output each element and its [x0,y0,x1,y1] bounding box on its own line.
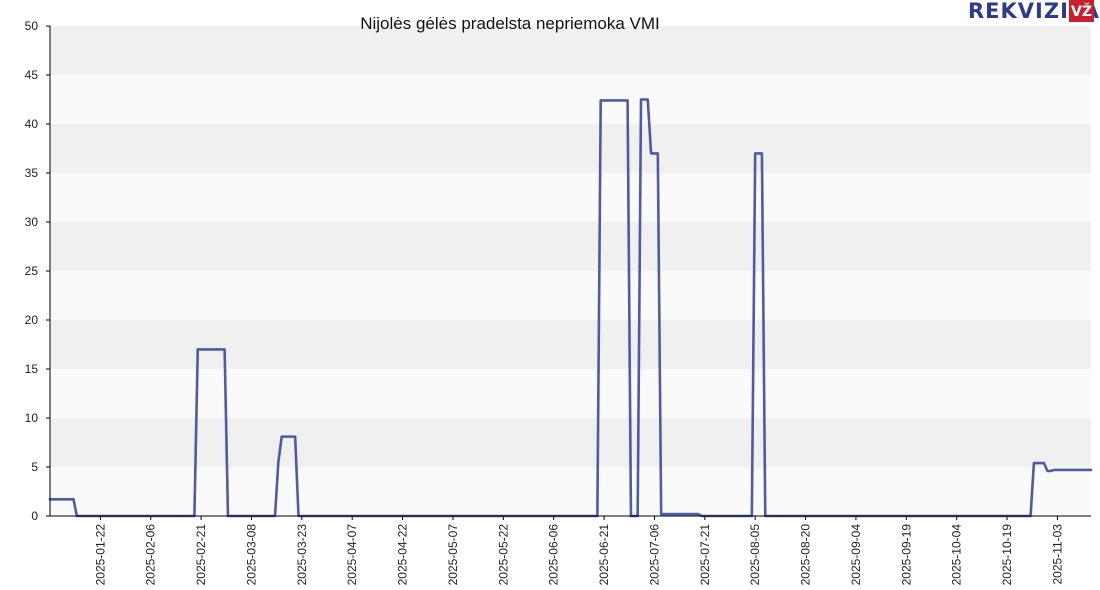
grid-band [50,320,1091,369]
logo-badge-text: VŽ [1071,3,1092,20]
x-tick-label: 2025-02-06 [144,524,158,586]
logo-text: REKVIZITAI [968,0,1100,23]
y-tick-label: 35 [25,166,39,180]
y-tick-label: 20 [25,313,39,327]
y-tick-label: 0 [31,509,38,523]
y-tick-label: 25 [25,264,39,278]
y-tick-label: 10 [25,411,39,425]
x-tick-label: 2025-03-23 [295,524,309,586]
x-tick-label: 2025-10-04 [950,524,964,586]
y-tick-label: 40 [25,117,39,131]
x-tick-label: 2025-04-22 [396,524,410,586]
grid-band [50,173,1091,222]
grid-bands [50,26,1091,516]
chart-title: Nijolės gėlės pradelsta nepriemoka VMI [360,14,660,33]
x-tick-label: 2025-11-03 [1050,524,1064,585]
x-tick-label: 2025-03-08 [244,524,258,586]
x-tick-label: 2025-05-22 [496,524,510,586]
series-layer [48,98,1093,518]
x-tick-label: 2025-08-20 [799,524,813,586]
series-line [48,98,1093,518]
y-tick-label: 15 [25,362,39,376]
y-tick-label: 45 [25,68,39,82]
x-tick-label: 2025-04-07 [345,524,359,586]
x-tick-label: 2025-06-06 [547,524,561,586]
x-tick-label: 2025-07-06 [647,524,661,586]
x-tick-label: 2025-10-19 [1000,524,1014,586]
grid-band [50,369,1091,418]
logo-badge [1069,0,1094,22]
grid-band [50,75,1091,124]
x-tick-label: 2025-06-21 [597,524,611,586]
x-tick-label: 2025-05-07 [446,524,460,586]
y-axis-ticks: 0 5 10 15 20 25 30 35 40 45 50 [25,19,50,523]
x-tick-label: 2025-09-04 [849,524,863,586]
x-tick-label: 2025-02-21 [194,524,208,586]
x-tick-label: 2025-01-22 [93,524,107,586]
y-tick-label: 5 [31,460,38,474]
grid-band [50,222,1091,271]
x-axis-ticks: 2025-01-22 2025-02-06 2025-02-21 2025-03-08… [93,516,1064,585]
y-tick-label: 30 [25,215,39,229]
grid-band [50,271,1091,320]
grid-band [50,418,1091,467]
grid-band [50,467,1091,516]
x-tick-label: 2025-07-21 [698,524,712,586]
rekvizitai-logo: REKVIZITAI VŽ [968,0,1100,23]
x-tick-label: 2025-09-19 [899,524,913,586]
y-tick-label: 50 [25,19,39,33]
grid-band [50,26,1091,75]
grid-band [50,124,1091,173]
x-tick-label: 2025-08-05 [748,524,762,586]
